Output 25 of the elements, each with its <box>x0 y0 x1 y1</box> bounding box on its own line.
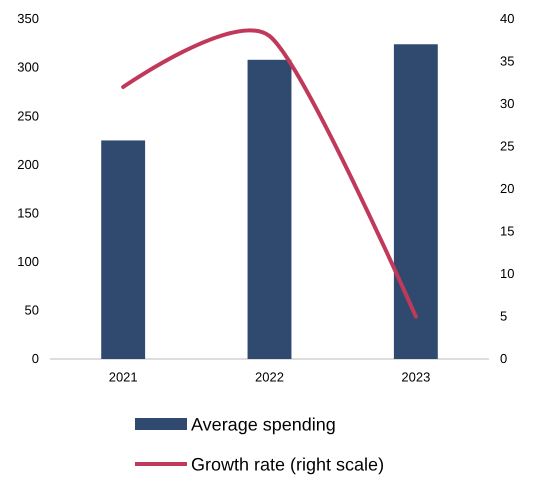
y2-tick-label: 15 <box>500 224 514 239</box>
y2-tick-label: 30 <box>500 96 514 112</box>
y-tick-label: 250 <box>17 108 39 124</box>
bar <box>101 140 146 359</box>
y2-tick-label: 5 <box>500 308 508 324</box>
legend-label: Average spending <box>191 414 336 434</box>
y-tick-label: 0 <box>32 351 39 366</box>
y-tick-label: 150 <box>17 205 39 220</box>
y-tick-label: 300 <box>17 60 39 75</box>
y2-tick-label: 35 <box>500 54 514 69</box>
y2-tick-label: 25 <box>500 138 514 154</box>
y-tick-label: 200 <box>17 156 39 172</box>
y2-tick-label: 20 <box>500 181 514 196</box>
legend-label: Growth rate (right scale) <box>191 454 384 474</box>
x-tick-label: 2021 <box>108 370 138 384</box>
x-tick-label: 2023 <box>401 370 430 384</box>
bar <box>394 44 438 359</box>
y2-tick-label: 0 <box>500 351 508 366</box>
y2-tick-label: 10 <box>500 266 514 282</box>
y2-tick-label: 40 <box>500 11 514 26</box>
x-tick-label: 2022 <box>255 370 284 384</box>
y-tick-label: 100 <box>17 254 39 270</box>
bar <box>248 60 292 359</box>
y-tick-label: 50 <box>24 302 39 318</box>
y-tick-label: 350 <box>17 11 39 26</box>
